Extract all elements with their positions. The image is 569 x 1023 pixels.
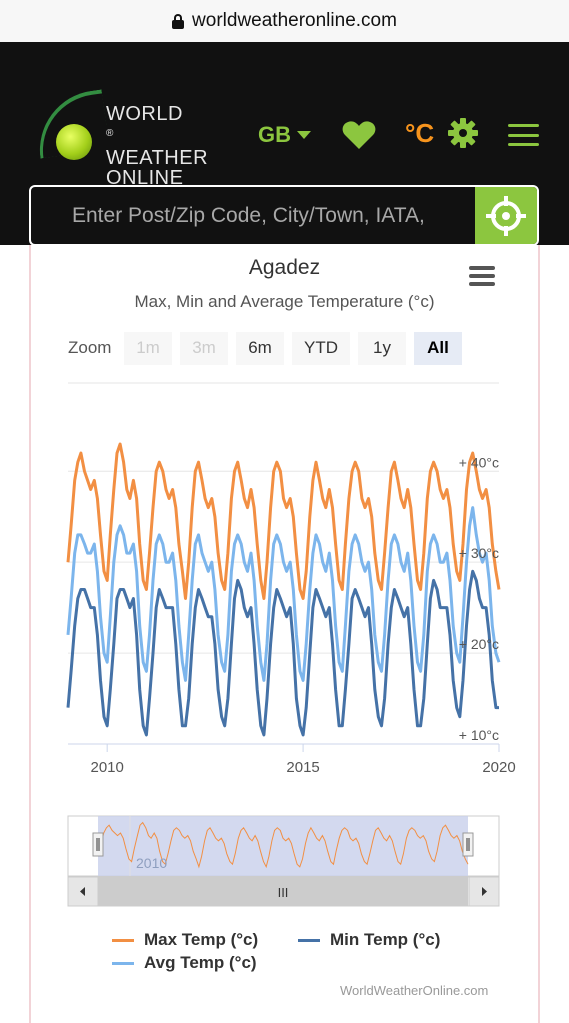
locate-me-button[interactable] bbox=[475, 187, 537, 244]
chart-title: Agadez bbox=[248, 256, 321, 279]
zoom-1y-button[interactable]: 1y bbox=[358, 331, 406, 365]
legend-item-max[interactable]: Max Temp (°c) bbox=[112, 930, 258, 950]
chart-subtitle: Max, Min and Average Temperature (°c) bbox=[134, 292, 435, 311]
logo-registered-mark: ® bbox=[106, 128, 114, 139]
legend-label-avg: Avg Temp (°c) bbox=[144, 953, 257, 972]
zoom-all-button[interactable]: All bbox=[414, 331, 462, 365]
logo-globe-icon bbox=[56, 124, 92, 160]
legend-swatch-avg bbox=[112, 961, 134, 965]
chart-legend: Max Temp (°c) Min Temp (°c) Avg Temp (°c… bbox=[112, 930, 492, 978]
legend-label-max: Max Temp (°c) bbox=[144, 930, 259, 949]
site-header: WORLD ® WEATHER ONLINE GB °C bbox=[0, 42, 569, 246]
zoom-ytd-button[interactable]: YTD bbox=[292, 331, 350, 365]
lock-icon bbox=[172, 13, 185, 29]
gear-icon[interactable] bbox=[448, 118, 478, 148]
chart-credits[interactable]: WorldWeatherOnline.com bbox=[340, 983, 489, 998]
zoom-6m-button[interactable]: 6m bbox=[236, 331, 284, 365]
site-logo[interactable]: WORLD ® WEATHER ONLINE bbox=[32, 89, 216, 188]
location-search bbox=[29, 185, 539, 246]
country-selector[interactable]: GB bbox=[258, 122, 311, 148]
unit-toggle[interactable]: °C bbox=[405, 118, 435, 148]
logo-line-1: WORLD bbox=[106, 103, 183, 125]
legend-swatch-min bbox=[298, 938, 320, 942]
location-search-input[interactable] bbox=[31, 187, 475, 244]
legend-swatch-max bbox=[112, 938, 134, 942]
hamburger-menu-icon[interactable] bbox=[508, 124, 539, 146]
legend-item-min[interactable]: Min Temp (°c) bbox=[298, 930, 440, 950]
chart-context-menu-icon[interactable] bbox=[469, 266, 495, 286]
logo-line-2: WEATHER bbox=[106, 146, 209, 169]
logo-wordmark: WORLD ® WEATHER ONLINE bbox=[106, 104, 208, 188]
range-selector: Zoom 1m 3m 6m YTD 1y All bbox=[68, 331, 470, 365]
url-bar[interactable]: worldweatheronline.com bbox=[0, 0, 569, 42]
country-code: GB bbox=[258, 122, 291, 147]
zoom-1m-button[interactable]: 1m bbox=[124, 331, 172, 365]
heart-icon[interactable] bbox=[342, 120, 376, 150]
url-text: worldweatheronline.com bbox=[192, 10, 397, 31]
crosshair-icon bbox=[486, 195, 526, 236]
zoom-3m-button[interactable]: 3m bbox=[180, 331, 228, 365]
logo-line-3: ONLINE bbox=[106, 166, 184, 189]
zoom-label: Zoom bbox=[68, 338, 112, 357]
legend-item-avg[interactable]: Avg Temp (°c) bbox=[112, 953, 257, 973]
legend-label-min: Min Temp (°c) bbox=[330, 930, 441, 949]
chevron-down-icon bbox=[297, 131, 311, 139]
